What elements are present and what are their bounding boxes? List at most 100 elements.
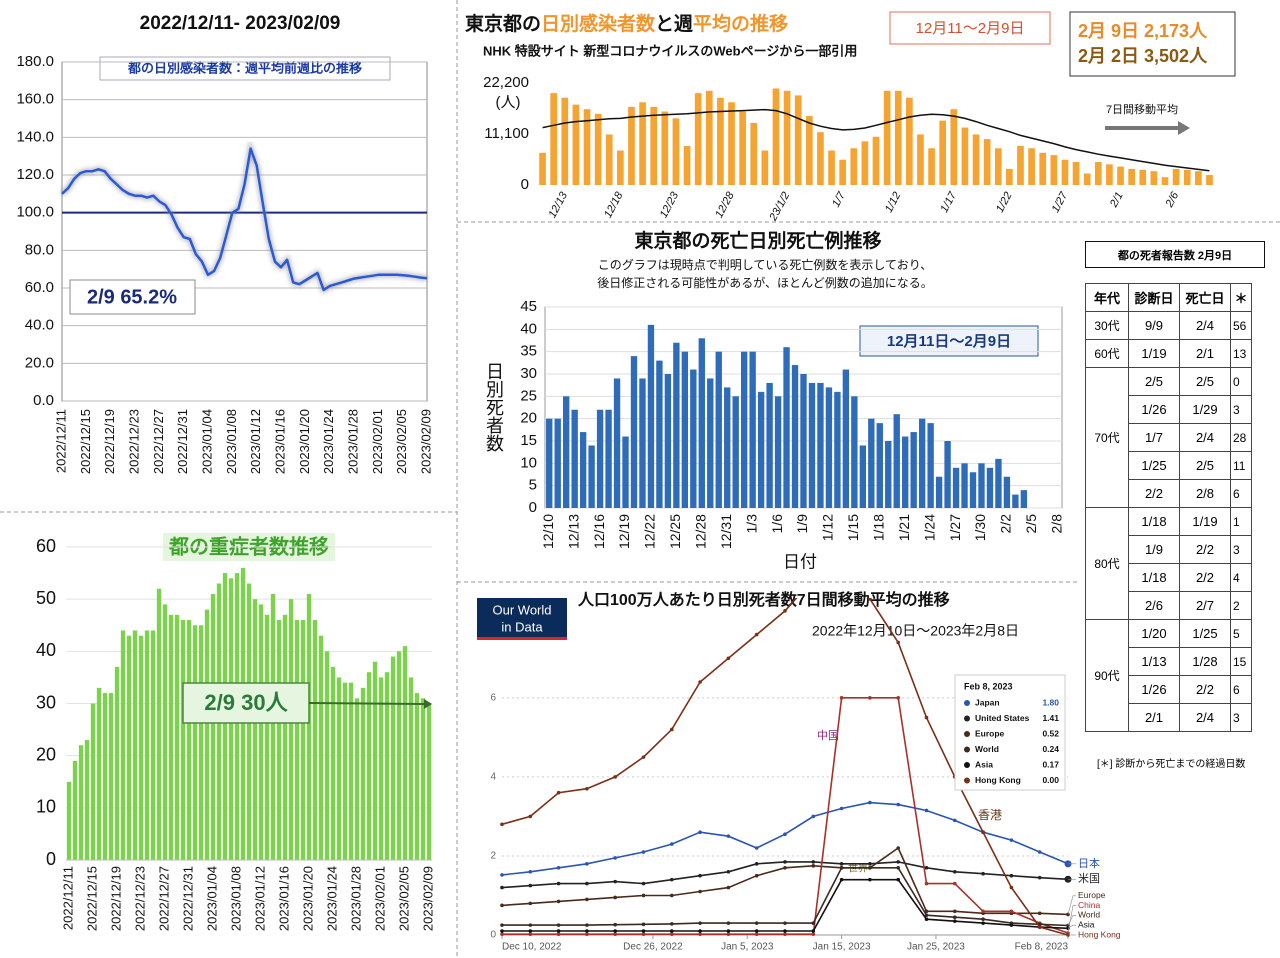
bar [1194,171,1202,185]
point [1037,911,1042,916]
x-tick-label: 12/19 [616,514,632,549]
bar [396,651,402,860]
table-cell: 28 [1230,423,1252,452]
series-line [502,867,1069,927]
series-note: 中国 [817,729,839,742]
point [953,919,957,923]
y-tick-label: 40.0 [25,317,54,334]
table-cell: 0 [1230,367,1252,396]
point [613,922,617,927]
age-cell: 80代 [1085,507,1129,620]
point [556,881,561,886]
bar [420,698,426,860]
point [528,929,533,933]
point [641,932,646,937]
callout: 2月 2日 3,502人 [1078,46,1208,66]
x-tick-label: 12/16 [591,514,607,549]
series-end-label: Asia [1078,919,1095,929]
table-cell: 1/13 [1128,647,1180,676]
bar [717,97,724,185]
x-tick-label: 1/15 [845,514,861,541]
table-cell: 1/28 [1179,647,1231,676]
bar [800,374,807,508]
bar [372,661,378,860]
point [754,862,759,866]
y-tick-label: 0 [529,499,537,516]
point [613,932,617,937]
x-tick-label: 2023/02/01 [370,409,385,474]
y-tick-label: 20 [36,744,56,764]
x-tick-label: 23/1/2 [767,190,792,224]
x-tick-label: 12/18 [602,189,626,220]
bar [774,396,782,508]
x-tick-label: 12/31 [718,514,734,549]
point [783,860,787,864]
point [924,917,929,921]
bar [935,476,943,508]
point [924,715,929,720]
bar [690,369,697,508]
x-tick-label: Dec 10, 2022 [502,942,562,953]
legend-label: Asia [975,759,993,769]
point [500,885,504,890]
point [811,921,816,925]
y-tick-label: 22,200 [483,74,529,91]
bar [628,106,635,185]
point [839,696,844,700]
point [698,929,702,933]
point [812,577,816,581]
table-cell: 4 [1230,563,1252,592]
bar [198,625,204,860]
point [528,932,533,937]
table-cell: 1/29 [1179,395,1231,424]
x-tick-label: 2023/02/05 [394,409,409,474]
point [726,921,731,925]
bar [817,382,824,508]
bar [617,150,624,185]
table-cell: 9/9 [1128,311,1180,340]
annotation: 2/9 30人 [204,690,288,715]
bar [749,351,756,508]
header-cell: 診断日 [1128,283,1180,312]
label-leader [1067,924,1076,929]
x-tick-label: 2023/01/16 [276,866,291,931]
point [840,558,844,562]
point [556,923,561,927]
point [1009,885,1014,890]
series-label: 7日間移動平均 [1106,102,1178,116]
bar [1161,177,1169,185]
point [868,862,872,866]
point [896,860,900,864]
bar [1139,169,1147,185]
legend-value: 0.24 [1042,744,1059,754]
bar [300,620,306,860]
table-cell: 1/7 [1128,423,1180,452]
table-cell: 2/6 [1128,591,1180,620]
y-unit: (人) [496,94,521,111]
point [1009,923,1014,927]
x-tick-label: 1/21 [896,514,912,541]
bar [156,588,162,860]
bar [839,159,846,185]
bar [995,458,1002,508]
header-cell: 年代 [1085,283,1129,312]
point [783,932,787,937]
table-cell: 1/25 [1179,619,1231,648]
y-tick-label: 0 [46,849,56,869]
table-cell: 2/8 [1179,479,1231,508]
point [754,932,759,937]
point [839,866,844,870]
legend-swatch [964,746,970,753]
bar [90,703,96,860]
table-row: 2/6 2/7 2 [1086,591,1252,620]
bar [414,693,420,860]
age-cell: 70代 [1085,367,1129,508]
bar [144,630,150,860]
period-box [889,11,1051,45]
table-cell: 2/2 [1128,479,1180,508]
arrow-head [424,699,432,709]
annotation-box [182,682,310,724]
x-tick-label: Jan 5, 2023 [721,942,774,953]
point [641,893,646,898]
x-tick-label: 2/1 [1107,190,1125,210]
